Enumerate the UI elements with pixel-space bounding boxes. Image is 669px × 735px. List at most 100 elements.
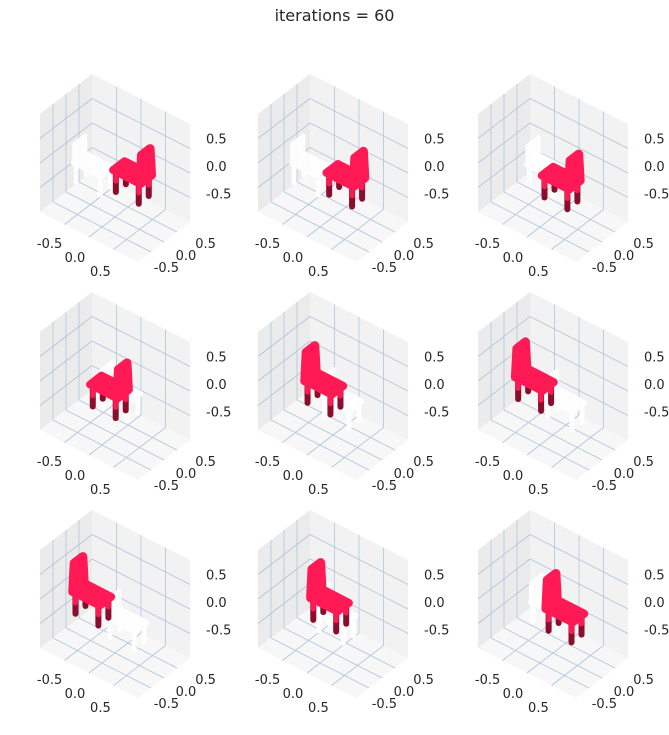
grid-floor-y: [283, 191, 383, 243]
y-tick-label: 0.5: [633, 455, 654, 470]
x-tick-label: 0.0: [503, 687, 524, 702]
grid-floor-x: [113, 427, 166, 468]
x-tick-label: 0.5: [308, 483, 329, 498]
moving-chair: [68, 552, 116, 629]
y-tick-label: -0.5: [372, 479, 397, 494]
y-tick-label: 0.5: [633, 673, 654, 688]
grid-floor-y: [296, 617, 396, 669]
y-tick-label: 0.0: [394, 249, 415, 264]
y-tick-label: 0.5: [195, 673, 216, 688]
grid-left-z: [39, 122, 93, 164]
moving-back: [510, 337, 532, 382]
grid-floor-x: [331, 427, 384, 468]
x-tick-label: 0.0: [283, 469, 304, 484]
y-tick-label: 0.5: [195, 237, 216, 252]
grid-back-z: [529, 316, 629, 367]
z-tick-label: -0.5: [206, 624, 231, 639]
x-tick-label: -0.5: [475, 455, 500, 470]
x-tick-label: -0.5: [37, 237, 62, 252]
y-tick-label: -0.5: [592, 261, 617, 276]
target-back: [72, 133, 88, 165]
grid-left-z: [257, 558, 311, 600]
y-tick-label: 0.5: [195, 455, 216, 470]
grid-floor-x: [331, 209, 384, 250]
grid-back-z: [91, 558, 191, 610]
y-tick-label: 0.0: [614, 467, 635, 482]
grid-left-z: [257, 534, 311, 575]
z-tick-label: 0.0: [644, 160, 665, 175]
z-tick-label: 0.0: [424, 378, 445, 393]
grid-floor-x: [113, 645, 166, 686]
grid-back-z: [309, 558, 409, 610]
subplot-2: -0.50.00.50.50.0-0.50.50.0-0.5: [255, 74, 449, 280]
y-tick-label: -0.5: [372, 261, 397, 276]
z-tick-label: -0.5: [424, 624, 449, 639]
grid-back-z: [91, 316, 191, 367]
moving-back: [300, 341, 321, 386]
z-tick-label: 0.5: [206, 133, 227, 148]
z-tick-label: -0.5: [206, 188, 231, 203]
grid-floor-y: [78, 617, 178, 669]
grid-left-z: [39, 340, 93, 382]
grid-floor-y: [516, 617, 616, 669]
target-chair: [289, 133, 334, 198]
grid-back-z: [91, 534, 191, 585]
moving-chair: [109, 144, 156, 207]
z-tick-label: -0.5: [644, 406, 669, 421]
z-tick-label: 0.5: [644, 133, 665, 148]
y-tick-label: 0.5: [413, 455, 434, 470]
z-tick-label: 0.5: [206, 569, 227, 584]
moving-back: [541, 569, 562, 614]
x-tick-label: 0.5: [90, 483, 111, 498]
grid-back-z: [309, 122, 409, 174]
x-tick-label: -0.5: [475, 237, 500, 252]
moving-back: [112, 358, 133, 403]
grid-floor-x: [551, 209, 604, 250]
moving-chair: [306, 558, 353, 635]
z-tick-label: -0.5: [424, 188, 449, 203]
x-tick-label: 0.5: [528, 483, 549, 498]
z-tick-label: 0.0: [644, 596, 665, 611]
grid-floor-x: [331, 645, 384, 686]
y-tick-label: -0.5: [154, 697, 179, 712]
y-tick-label: 0.5: [413, 237, 434, 252]
z-tick-label: 0.0: [644, 378, 665, 393]
z-tick-label: -0.5: [206, 406, 231, 421]
y-tick-label: -0.5: [592, 479, 617, 494]
z-tick-label: -0.5: [424, 406, 449, 421]
grid-floor-y: [503, 627, 603, 679]
y-tick-label: -0.5: [154, 479, 179, 494]
x-tick-label: 0.0: [503, 251, 524, 266]
x-tick-label: 0.5: [528, 701, 549, 716]
grid-back-z: [309, 340, 409, 392]
y-tick-label: -0.5: [154, 261, 179, 276]
x-tick-label: 0.5: [90, 265, 111, 280]
grid-left-z: [477, 558, 531, 600]
grid-floor-y: [78, 399, 178, 451]
grid-back-z: [309, 534, 409, 585]
z-tick-label: 0.5: [424, 569, 445, 584]
y-tick-label: 0.0: [394, 467, 415, 482]
z-tick-label: 0.5: [644, 569, 665, 584]
subplot-3: -0.50.00.50.50.0-0.50.50.0-0.5: [475, 74, 669, 280]
y-tick-label: -0.5: [592, 697, 617, 712]
moving-back: [68, 552, 89, 597]
grid-floor-y: [283, 409, 383, 461]
grid-floor-y: [65, 627, 165, 679]
z-tick-label: 0.0: [424, 160, 445, 175]
subplot-4: -0.50.00.50.50.0-0.50.50.0-0.5: [37, 292, 231, 498]
grid-floor-y: [516, 399, 616, 451]
subplot-8: -0.50.00.50.50.0-0.50.50.0-0.5: [255, 510, 449, 716]
z-tick-label: -0.5: [644, 188, 669, 203]
x-tick-label: -0.5: [37, 673, 62, 688]
x-tick-label: -0.5: [255, 237, 280, 252]
grid-left-z: [39, 534, 93, 575]
grid-left-z: [257, 98, 311, 139]
x-tick-label: 0.5: [308, 701, 329, 716]
grid-left-z: [257, 316, 311, 357]
z-tick-label: 0.0: [206, 378, 227, 393]
z-tick-label: 0.5: [206, 351, 227, 366]
x-tick-label: -0.5: [37, 455, 62, 470]
moving-chair: [322, 146, 370, 210]
y-tick-label: 0.0: [176, 249, 197, 264]
